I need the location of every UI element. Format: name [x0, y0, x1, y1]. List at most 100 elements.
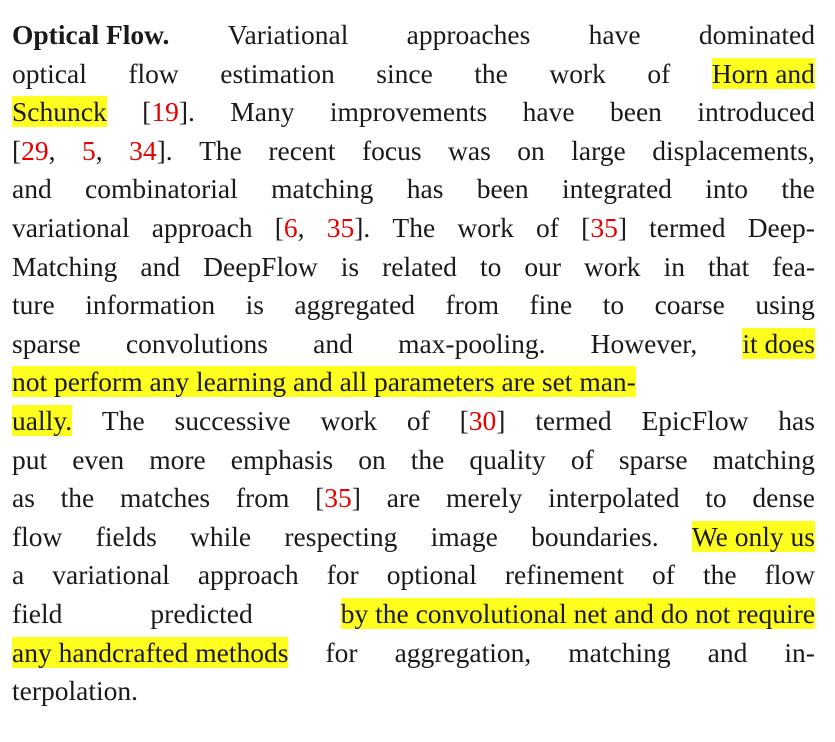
word-group: coarse	[655, 286, 725, 324]
text-line: variational approach [6, 35]. The work of [35] t…	[12, 209, 815, 247]
word: sparse	[12, 327, 81, 359]
word-group: since	[376, 55, 433, 93]
word: integrated	[561, 173, 672, 205]
word-group: and	[140, 248, 180, 286]
word-group: dominated	[699, 16, 815, 54]
citation-link[interactable]: 19	[151, 96, 179, 128]
word: since	[376, 57, 433, 89]
word: work	[549, 57, 606, 89]
word: The	[199, 134, 242, 166]
word-group: to	[603, 286, 624, 324]
word-group: matching	[271, 170, 373, 208]
word: our	[524, 250, 562, 282]
text-line: Schunck [19]. Many improvements have been intr…	[12, 93, 815, 131]
citation-link[interactable]: 35	[326, 212, 355, 243]
word: However,	[590, 327, 698, 359]
word: boundaries.	[531, 520, 659, 552]
word-group: information	[85, 286, 215, 324]
word-group: Deep-	[748, 209, 815, 247]
word-group: However,	[591, 325, 698, 363]
word-group: on	[517, 132, 545, 170]
word-group: respecting	[284, 518, 397, 556]
word: even	[72, 443, 125, 475]
word-group: a	[12, 556, 24, 594]
word: merely	[446, 482, 523, 514]
text-line: [29, 5, 34]. The recent focus was on large displa…	[12, 132, 815, 170]
word-group: Variational	[228, 16, 349, 54]
word-group: for	[327, 556, 359, 594]
word: [	[459, 405, 469, 436]
word-group: while	[190, 518, 251, 556]
word: and	[707, 636, 748, 668]
word-group: the	[474, 55, 508, 93]
highlighted-text: Schunck	[12, 96, 107, 128]
word-group: successive	[175, 402, 291, 440]
word: the	[702, 559, 737, 591]
word-group: [35]	[581, 209, 627, 247]
citation-link[interactable]: 5	[82, 134, 96, 166]
word-group: predicted	[150, 595, 252, 633]
word-group: Horn and	[711, 55, 815, 93]
word: ]	[617, 212, 627, 243]
word-group: from	[236, 479, 289, 517]
word-group: that	[708, 248, 749, 286]
word-group: aggregated	[294, 286, 415, 324]
citation-link[interactable]: 6	[283, 212, 298, 243]
word: ]	[351, 482, 361, 514]
word-group: work	[457, 209, 514, 247]
word-group: approach	[152, 209, 253, 247]
word-group: been	[610, 93, 662, 131]
word-group: integrated	[562, 170, 672, 208]
word: from	[235, 482, 290, 514]
word: that	[707, 250, 750, 282]
word-group: [6,	[275, 209, 305, 247]
word-group: field	[12, 595, 62, 633]
word-group: of	[652, 556, 675, 594]
word: are	[386, 482, 421, 514]
highlighted-text: not perform any learning and all paramet…	[12, 366, 636, 398]
word-group: sparse	[619, 441, 688, 479]
word-group: [29,	[12, 132, 56, 170]
word-group: improvements	[330, 93, 487, 131]
word-group: estimation	[220, 55, 335, 93]
citation-link[interactable]: 30	[468, 405, 497, 436]
word: matching	[271, 173, 374, 205]
word: dominated	[698, 19, 815, 50]
word-group: large	[571, 132, 625, 170]
word-group: image	[431, 518, 498, 556]
word: and	[12, 173, 52, 205]
word: interpolated	[548, 482, 680, 514]
word-group: variational	[12, 209, 130, 247]
word: variational	[12, 212, 130, 243]
text-line: terpolation.	[12, 672, 815, 710]
word: Many	[230, 96, 295, 128]
word: from	[445, 289, 499, 321]
word-group: it does	[742, 325, 815, 363]
word-group: has	[778, 402, 815, 440]
word: ,	[48, 134, 56, 166]
citation-link[interactable]: 34	[129, 134, 157, 166]
word-group: been	[477, 170, 529, 208]
word-group: approaches	[407, 16, 531, 54]
word-group: The	[392, 209, 435, 247]
word-group: Schunck	[12, 93, 107, 131]
citation-link[interactable]: 35	[590, 212, 618, 243]
citation-link[interactable]: 35	[324, 482, 352, 514]
text-line: sparse convolutions and max-pooling. However…	[12, 325, 815, 363]
word: coarse	[654, 289, 725, 321]
word-group: by the convolutional net and do not requ…	[340, 595, 815, 633]
word: [	[142, 96, 152, 128]
word-group: EpicFlow	[641, 402, 748, 440]
word-group: more	[149, 441, 206, 479]
word: optical	[12, 57, 87, 89]
word: for	[325, 636, 358, 668]
word-group: 5,	[82, 132, 103, 170]
word-group: matching	[713, 441, 815, 479]
word: The	[392, 212, 436, 243]
word: on	[358, 443, 386, 475]
word-group: matching	[568, 634, 670, 672]
word: the	[410, 443, 445, 475]
text-line: any handcrafted methods for aggregation, ma…	[12, 634, 815, 672]
word-group: of	[647, 55, 670, 93]
citation-link[interactable]: 29	[21, 134, 49, 166]
